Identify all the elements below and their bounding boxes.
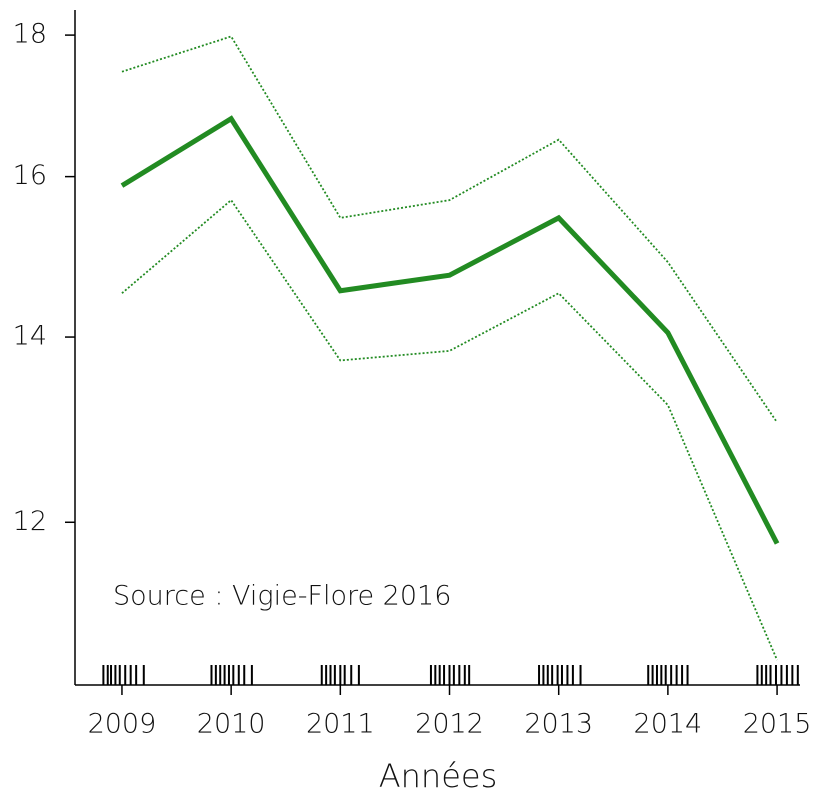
annotation: Source : Vigie-Flore 2016 [113, 581, 451, 612]
y-tick-label: 14 [13, 321, 47, 352]
y-tick-label: 18 [13, 19, 47, 50]
x-tick-label: 2009 [88, 709, 157, 740]
x-tick-label: 2010 [197, 709, 266, 740]
x-axis-label: Années [379, 757, 498, 795]
mean-line [120, 115, 780, 545]
x-tick-label: 2014 [634, 709, 703, 740]
y-tick-label: 12 [13, 506, 47, 537]
x-tick-label: 2015 [743, 709, 812, 740]
x-tick-label: 2012 [415, 709, 484, 740]
interval-line [121, 35, 778, 423]
x-tick-label: 2013 [524, 709, 593, 740]
y-tick-label: 16 [13, 160, 47, 191]
x-tick-label: 2011 [306, 709, 375, 740]
